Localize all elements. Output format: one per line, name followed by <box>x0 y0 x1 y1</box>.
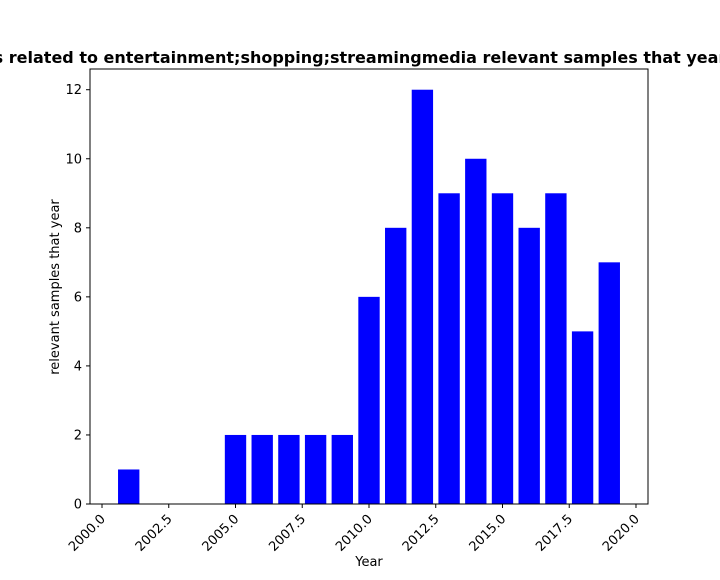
x-tick-label: 2002.5 <box>133 512 176 555</box>
y-tick-label: 12 <box>65 83 82 98</box>
chart-title: Articles related to entertainment;shoppi… <box>0 48 720 67</box>
y-tick-label: 6 <box>74 290 82 305</box>
x-tick-label: 2010.0 <box>333 512 376 555</box>
bar-2006 <box>251 434 273 504</box>
plot-frame <box>89 68 649 505</box>
bar-2015 <box>491 193 514 505</box>
bar-2010 <box>358 296 380 504</box>
bars-layer <box>118 89 620 505</box>
bar-2013 <box>438 193 460 505</box>
x-tick-label: 2012.5 <box>400 512 443 555</box>
bar-2008 <box>304 434 327 504</box>
bar-2017 <box>545 193 567 505</box>
bar-2007 <box>278 434 300 504</box>
x-axis-ticks: 2000.0 2002.5 2005.0 2007.5 2010.0 2012.5 2015… <box>66 504 643 555</box>
bar-2012 <box>411 89 434 504</box>
bar-2018 <box>571 331 594 504</box>
bar-2011 <box>385 227 407 505</box>
bar-2019 <box>598 262 620 504</box>
y-tick-label: 4 <box>74 359 82 374</box>
bar-2005 <box>224 434 247 504</box>
y-tick-label: 10 <box>65 152 82 167</box>
x-tick-label: 2005.0 <box>200 512 243 555</box>
x-tick-label: 2017.5 <box>533 512 576 555</box>
x-tick-label: 2000.0 <box>66 512 109 555</box>
x-axis-label: Year <box>354 555 383 570</box>
x-tick-label: 2020.0 <box>600 512 643 555</box>
y-axis-ticks: 0 2 4 6 8 10 12 <box>65 83 90 513</box>
x-tick-label: 2007.5 <box>266 512 309 555</box>
y-tick-label: 8 <box>74 221 82 236</box>
bar-2001 <box>118 469 140 504</box>
y-tick-label: 0 <box>74 498 82 513</box>
x-tick-label: 2015.0 <box>467 512 510 555</box>
bar-2016 <box>518 227 540 505</box>
bar-2009 <box>331 434 353 504</box>
bar-2014 <box>465 158 487 504</box>
y-axis-label: relevant samples that year <box>48 199 63 375</box>
y-tick-label: 2 <box>74 428 82 443</box>
